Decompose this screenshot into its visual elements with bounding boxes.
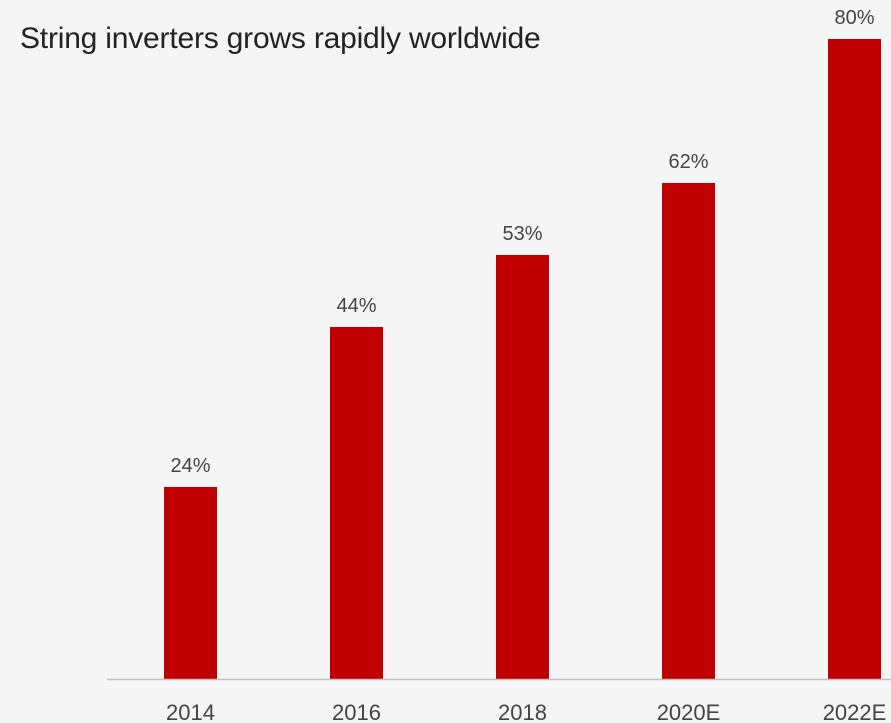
bar-2020E <box>662 183 715 679</box>
x-tick-label-2014: 2014 <box>166 700 215 723</box>
bar-2018 <box>496 255 549 679</box>
x-tick-label-2020E: 2020E <box>657 700 721 723</box>
bar-2016 <box>330 327 383 679</box>
data-label-2020E: 62% <box>668 151 708 173</box>
labels-layer: 24% 2014 44% 2016 53% 2018 62% 2020E 80% 2022E <box>166 7 886 723</box>
bars-layer <box>164 39 881 679</box>
bar-2022E <box>828 39 881 679</box>
data-label-2022E: 80% <box>834 7 874 29</box>
x-tick-label-2018: 2018 <box>498 700 547 723</box>
data-label-2018: 53% <box>502 223 542 245</box>
data-label-2016: 44% <box>336 295 376 317</box>
bar-2014 <box>164 487 217 679</box>
x-tick-label-2022E: 2022E <box>823 700 887 723</box>
x-tick-label-2016: 2016 <box>332 700 381 723</box>
chart-title: String inverters grows rapidly worldwide <box>20 22 541 55</box>
data-label-2014: 24% <box>170 455 210 477</box>
